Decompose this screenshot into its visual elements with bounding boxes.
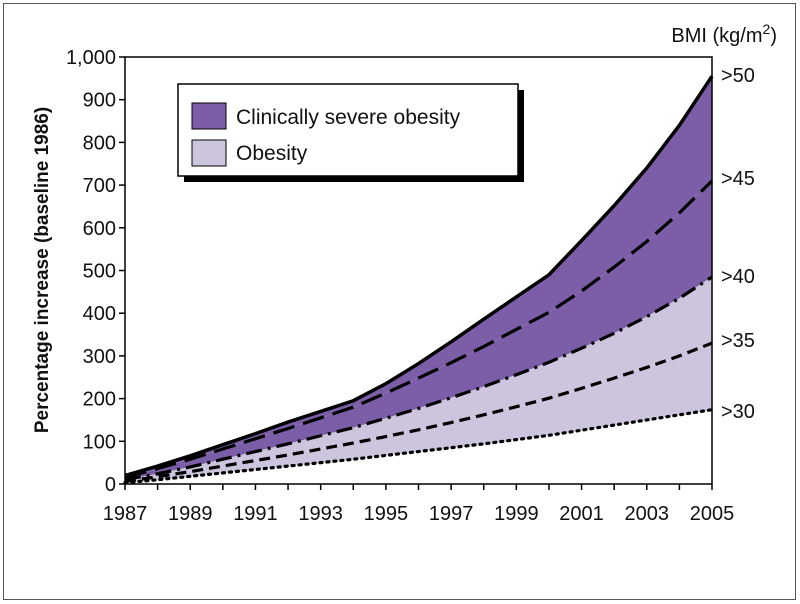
y-axis-ticks: 0 100 200 300 400 500 600 700 800 900 1,000 (66, 47, 125, 496)
x-tick-label: 1989 (168, 503, 213, 525)
area-fills (125, 76, 712, 483)
x-axis-ticks: 1987 1989 1991 1993 1995 1997 1999 2001 2003 2005 (103, 484, 735, 525)
x-tick-label: 2005 (690, 503, 735, 525)
y-tick-label: 900 (83, 90, 116, 112)
x-tick-label: 1987 (103, 503, 148, 525)
y-tick-label: 400 (83, 303, 116, 325)
fill-40-45 (125, 180, 712, 480)
series-line-45 (124, 179, 714, 480)
series-lines (123, 75, 714, 485)
series-line-50 (124, 75, 714, 478)
x-tick-label: 1997 (429, 503, 474, 525)
y-tick-label: 200 (83, 389, 116, 411)
y-tick-label: 700 (83, 175, 116, 197)
legend-box (177, 83, 519, 177)
x-tick-label: 2003 (625, 503, 670, 525)
series-label-45: >45 (721, 168, 755, 190)
series-label-35: >35 (721, 330, 755, 352)
series-labels: >50 >45 >40 >35 >30 (721, 65, 755, 423)
series-label-40: >40 (721, 266, 755, 288)
y-tick-label: 800 (83, 132, 116, 154)
y-tick-label: 300 (83, 346, 116, 368)
x-tick-label: 2001 (559, 503, 604, 525)
bmi-axis-title: BMI (kg/m2) (671, 21, 777, 47)
x-tick-label: 1999 (494, 503, 539, 525)
legend-label-obesity: Obesity (236, 142, 308, 165)
series-line-35 (124, 341, 713, 484)
y-tick-label: 600 (83, 218, 116, 240)
fill-45-50 (125, 76, 712, 478)
series-line-40 (124, 275, 713, 482)
fill-30-35 (125, 343, 712, 483)
x-tick-label: 1993 (298, 503, 343, 525)
series-label-30: >30 (721, 401, 755, 423)
y-tick-label: 1,000 (66, 47, 116, 69)
fill-35-40 (125, 276, 712, 482)
legend-label-severe: Clinically severe obesity (236, 106, 461, 129)
legend-swatch-severe (191, 102, 227, 130)
y-tick-label: 100 (83, 431, 116, 453)
x-tick-label: 1991 (233, 503, 278, 525)
x-tick-label: 1995 (364, 503, 409, 525)
series-line-30 (123, 408, 714, 485)
y-axis-label: Percentage increase (baseline 1986) (32, 107, 53, 433)
y-tick-label: 500 (83, 261, 116, 283)
legend: Clinically severe obesity Obesity (177, 83, 524, 182)
legend-swatch-obesity (191, 139, 227, 167)
series-label-50: >50 (721, 65, 755, 87)
y-tick-label: 0 (105, 474, 116, 496)
